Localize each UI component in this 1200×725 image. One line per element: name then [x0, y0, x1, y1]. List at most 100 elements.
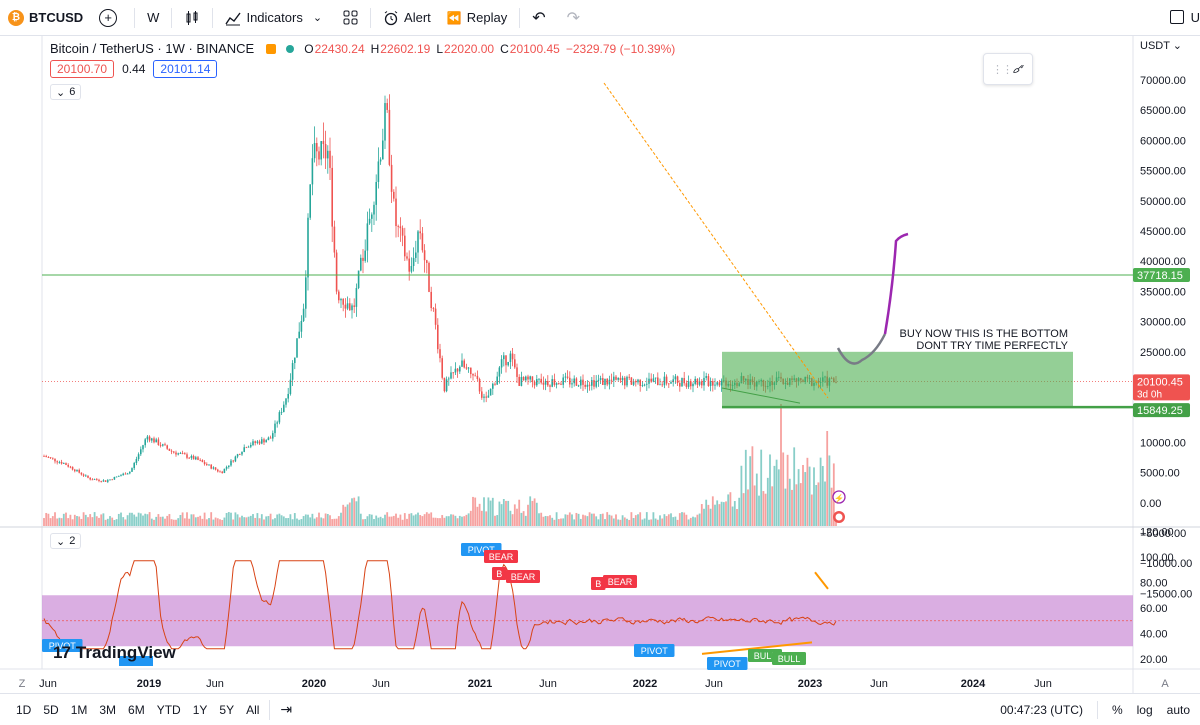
volume-bar	[689, 517, 692, 526]
price-axis-label: 30000.00	[1140, 317, 1186, 329]
rsi-collapse-button[interactable]: ⌄ 2	[50, 533, 82, 549]
volume-bar	[289, 514, 292, 526]
volume-bar	[403, 513, 406, 526]
auto-toggle[interactable]: auto	[1166, 703, 1190, 717]
candle-body	[349, 303, 351, 311]
candle-body	[56, 461, 58, 463]
range-1y[interactable]: 1Y	[192, 702, 208, 717]
candle-body	[327, 150, 329, 159]
percent-toggle[interactable]: %	[1111, 703, 1123, 717]
candle-body	[547, 380, 549, 386]
volume-bar	[355, 501, 358, 526]
volume-bar	[366, 516, 369, 526]
volume-bar	[98, 517, 100, 526]
indicators-button[interactable]: Indicators ⌄	[217, 0, 335, 36]
volume-bar	[115, 519, 118, 526]
log-toggle[interactable]: log	[1136, 703, 1153, 717]
candle-body	[93, 479, 96, 481]
pivot-low-label-bg	[42, 639, 83, 652]
volume-bar	[62, 513, 65, 526]
redo-button[interactable]: ↷	[559, 0, 593, 36]
volume-bar	[458, 515, 461, 526]
chart-type-button[interactable]	[176, 0, 208, 36]
drag-handle-icon[interactable]: ⋮⋮	[992, 63, 1013, 76]
open-label: O	[304, 41, 314, 56]
volume-bar	[256, 513, 259, 526]
candle-body	[133, 462, 135, 469]
range-all[interactable]: All	[246, 702, 260, 717]
interval-button[interactable]: W	[139, 0, 167, 36]
support-price-tag: 15849.25	[1137, 405, 1183, 417]
range-6m[interactable]: 6M	[128, 702, 145, 717]
bear-small-label-bg	[591, 577, 606, 590]
candle-body	[368, 218, 371, 224]
candle-body	[195, 457, 197, 460]
range-1d[interactable]: 1D	[16, 702, 32, 717]
candle-body	[126, 473, 129, 475]
chart-canvas[interactable]: USDT ⌄70000.0065000.0060000.0055000.0050…	[0, 36, 1200, 693]
layouts-button[interactable]	[335, 0, 366, 36]
goto-date-icon[interactable]: ⇥	[280, 701, 293, 717]
volume-bar	[599, 514, 602, 526]
candle-body	[496, 376, 498, 385]
range-ytd[interactable]: YTD	[156, 702, 181, 717]
volume-bar	[619, 519, 622, 526]
volume-bar	[511, 514, 514, 526]
brush-icon[interactable]	[1012, 60, 1024, 78]
candle-body	[360, 257, 362, 271]
floating-drawing-toolbar[interactable]: ⋮⋮	[983, 53, 1033, 85]
volume-bar	[111, 517, 114, 526]
candle-body	[232, 460, 234, 462]
clock-readout[interactable]: 00:47:23 (UTC)	[1000, 703, 1083, 717]
candle-body	[672, 379, 674, 383]
volume-bar	[155, 516, 158, 526]
volume-bar	[287, 518, 290, 526]
volume-bar	[463, 516, 466, 526]
volume-bar	[104, 519, 107, 526]
symbol-search[interactable]: ₿ BTCUSD	[0, 0, 91, 36]
lightning-glyph: ⚡	[834, 493, 844, 503]
range-1m[interactable]: 1M	[70, 702, 88, 717]
range-5y[interactable]: 5Y	[219, 702, 235, 717]
undo-button[interactable]: ↶	[524, 0, 558, 36]
volume-bar	[203, 512, 206, 526]
volume-bar	[133, 514, 136, 526]
candle-body	[135, 459, 138, 463]
volume-bar	[432, 517, 435, 526]
volume-bar	[799, 483, 802, 526]
candle-body	[289, 379, 292, 394]
candle-body	[646, 383, 648, 385]
flag-icon[interactable]	[266, 43, 277, 54]
candle-body	[454, 368, 457, 373]
chevron-down-icon[interactable]: ⌄	[312, 12, 323, 24]
volume-bar	[626, 518, 628, 526]
compare-button[interactable]: +	[91, 0, 130, 36]
bid-ask-row: 20100.70 0.44 20101.14	[50, 60, 218, 78]
pivot-low-label: PIVOT	[641, 646, 669, 656]
candle-body	[485, 396, 487, 398]
sell-price-box[interactable]: 20100.70	[50, 60, 115, 78]
replay-button[interactable]: ⏪ Replay	[439, 0, 515, 36]
candle-body	[49, 457, 52, 459]
candle-body	[393, 191, 395, 199]
tradingview-watermark[interactable]: 17 TradingView	[53, 643, 176, 663]
volume-bar	[784, 488, 787, 526]
chevron-down-icon: ⌄	[56, 535, 66, 548]
alert-button[interactable]: Alert	[375, 0, 439, 36]
indicators-collapse-button[interactable]: ⌄ 6	[50, 84, 82, 100]
layout-square-icon[interactable]	[1170, 10, 1184, 24]
candle-body	[188, 457, 190, 459]
chart-area[interactable]: USDT ⌄ 70000.00 65000.00 60000.00 55000.00 50…	[0, 36, 1200, 693]
candle-body	[338, 291, 340, 301]
range-3m[interactable]: 3M	[99, 702, 117, 717]
candle-body	[694, 378, 696, 384]
candle-body	[311, 158, 314, 185]
candle-body	[221, 471, 223, 473]
candle-body	[269, 437, 272, 439]
buy-price-box[interactable]: 20101.14	[153, 60, 218, 78]
volume-bar	[447, 516, 450, 526]
volume-bar	[549, 515, 551, 526]
tradingview-logo-icon: 17	[53, 643, 71, 662]
candle-body	[452, 372, 454, 374]
range-5d[interactable]: 5D	[43, 702, 59, 717]
